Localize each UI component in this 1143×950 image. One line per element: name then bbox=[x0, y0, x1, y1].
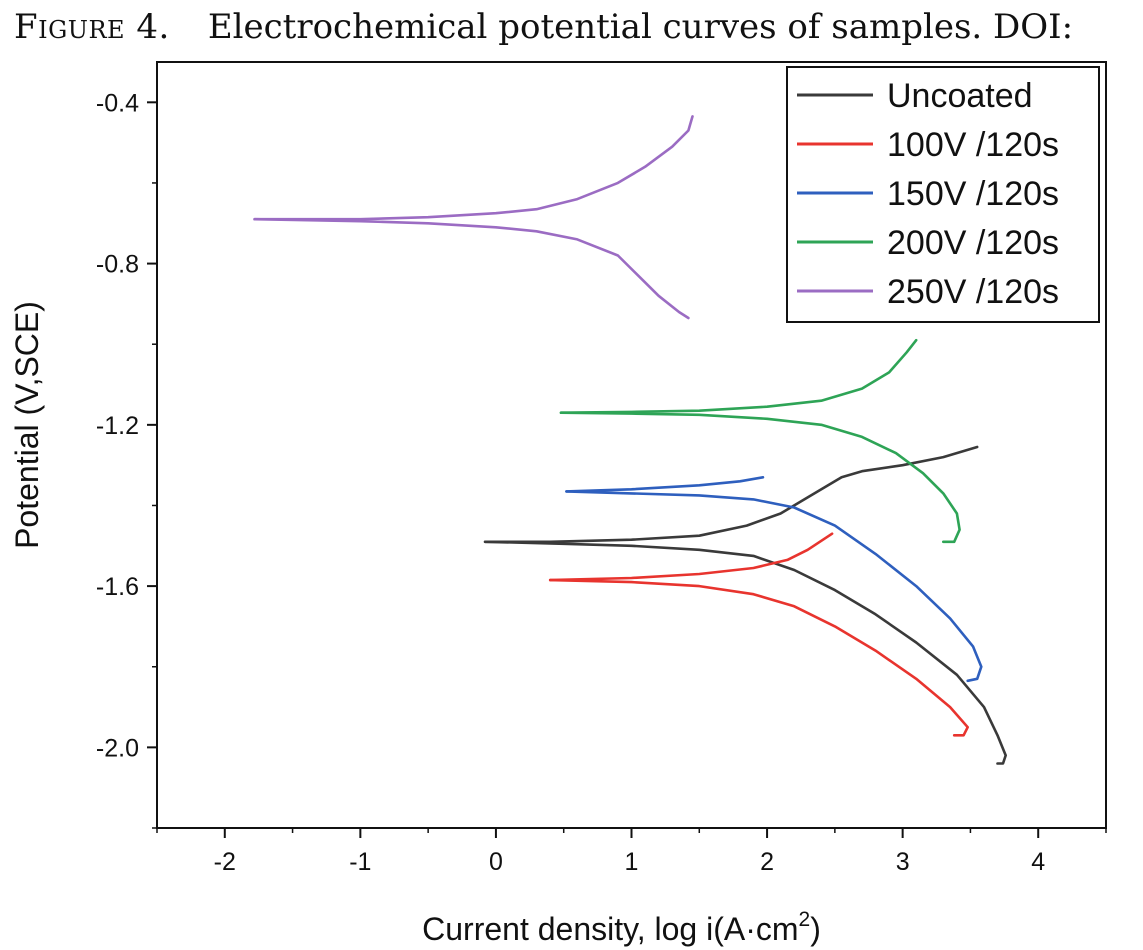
series-line-200v-120s-cathodic bbox=[559, 411, 961, 544]
x-tick-label: -1 bbox=[349, 848, 371, 876]
series-line-150v-120s-cathodic bbox=[565, 490, 983, 683]
y-axis: -0.4 -0.8 -1.2 -1.6 -2.0 bbox=[96, 89, 157, 829]
figure-label: Figure 4. bbox=[14, 7, 170, 47]
series-line-250v-120s-anodic bbox=[253, 115, 694, 221]
x-tick-label: 1 bbox=[625, 848, 639, 876]
y-tick-label: -2.0 bbox=[96, 734, 139, 762]
x-tick-label: 4 bbox=[1031, 848, 1045, 876]
x-axis-title: Current density, log i(A·cm2) bbox=[422, 908, 821, 947]
figure-caption: Figure 4. Electrochemical potential curve… bbox=[14, 4, 1139, 52]
legend-label: 100V /120s bbox=[887, 126, 1059, 164]
legend-label: 250V /120s bbox=[887, 273, 1059, 311]
legend-label: Uncoated bbox=[887, 77, 1033, 115]
series-line-uncoated-anodic bbox=[483, 445, 979, 544]
x-tick-label: 0 bbox=[489, 848, 503, 876]
legend-label: 150V /120s bbox=[887, 175, 1059, 213]
legend-label: 200V /120s bbox=[887, 224, 1059, 262]
legend-item-250v-120s: 250V /120s bbox=[797, 273, 1059, 311]
y-axis-title: Potential (V,SCE) bbox=[9, 301, 45, 549]
series-150v-120s bbox=[565, 475, 983, 683]
series-line-250v-120s-cathodic bbox=[253, 217, 690, 320]
y-tick-label: -1.2 bbox=[96, 412, 139, 440]
x-tick-label: 2 bbox=[760, 848, 774, 876]
y-tick-label: -0.8 bbox=[96, 251, 139, 279]
x-axis-title-superscript: 2 bbox=[799, 908, 811, 931]
series-line-100v-120s-cathodic bbox=[548, 578, 970, 737]
series-line-200v-120s-anodic bbox=[559, 338, 918, 415]
x-tick-label: 3 bbox=[896, 848, 910, 876]
series-uncoated bbox=[483, 445, 1008, 765]
series-layer bbox=[253, 115, 1008, 765]
series-line-uncoated-cathodic bbox=[483, 540, 1008, 765]
y-tick-label: -1.6 bbox=[96, 573, 139, 601]
x-tick-label: -2 bbox=[214, 848, 236, 876]
series-200v-120s bbox=[559, 338, 961, 544]
figure-caption-text: Electrochemical potential curves of samp… bbox=[207, 7, 1074, 47]
series-line-100v-120s-anodic bbox=[548, 532, 834, 582]
x-axis: -2 -1 0 1 2 3 4 bbox=[156, 828, 1107, 876]
legend: Uncoated 100V /120s 150V /120s 200V /120s 25… bbox=[786, 66, 1100, 323]
y-tick-label: -0.4 bbox=[96, 89, 139, 117]
legend-item-100v-120s: 100V /120s bbox=[797, 126, 1059, 164]
legend-item-150v-120s: 150V /120s bbox=[797, 175, 1059, 213]
series-250v-120s bbox=[253, 115, 694, 320]
series-line-150v-120s-anodic bbox=[565, 475, 765, 493]
series-100v-120s bbox=[548, 532, 970, 737]
legend-item-200v-120s: 200V /120s bbox=[797, 224, 1059, 262]
x-axis-title-suffix: ) bbox=[810, 911, 821, 947]
legend-item-uncoated: Uncoated bbox=[797, 77, 1033, 115]
x-axis-title-main: Current density, log i(A·cm bbox=[422, 911, 798, 947]
